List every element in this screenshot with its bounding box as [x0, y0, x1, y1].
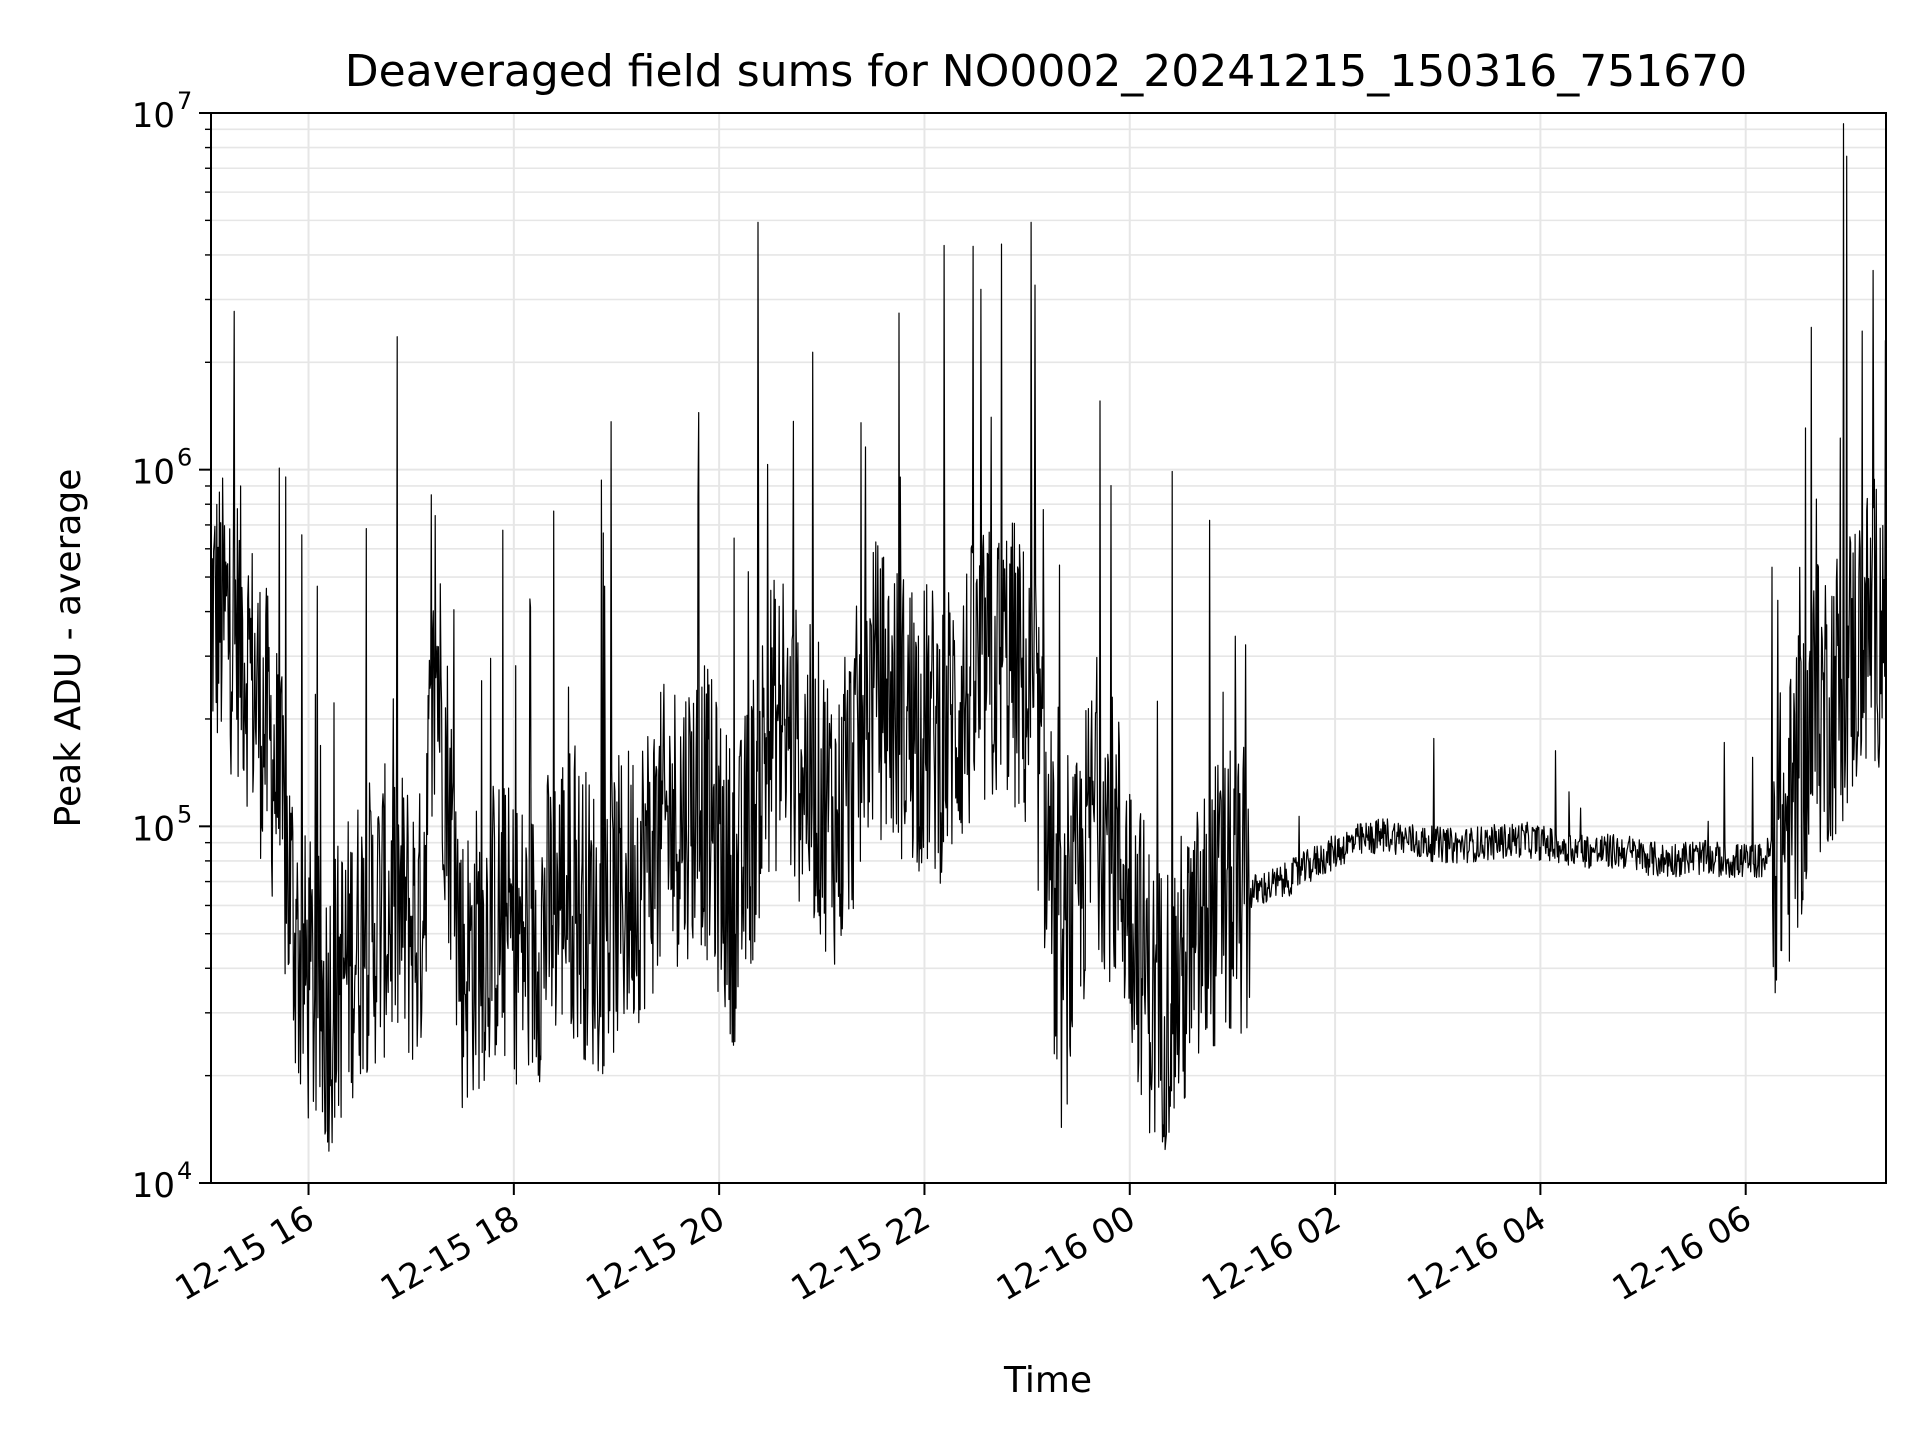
y-tick-label: 10 [132, 453, 175, 493]
y-tick-exponent: 7 [177, 87, 192, 115]
y-axis-label: Peak ADU - average [48, 469, 89, 828]
series-line [210, 123, 1887, 1152]
y-tick-exponent: 6 [177, 444, 192, 472]
y-tick-exponent: 5 [177, 800, 192, 828]
y-tick-label: 10 [132, 809, 175, 849]
x-axis-label: Time [1003, 1360, 1092, 1401]
y-tick-label: 10 [132, 96, 175, 136]
y-tick-exponent: 4 [177, 1157, 192, 1185]
chart-title: Deaveraged field sums for NO0002_2024121… [345, 46, 1747, 97]
y-tick-label: 10 [132, 1166, 175, 1206]
plot-frame [210, 112, 1887, 1184]
